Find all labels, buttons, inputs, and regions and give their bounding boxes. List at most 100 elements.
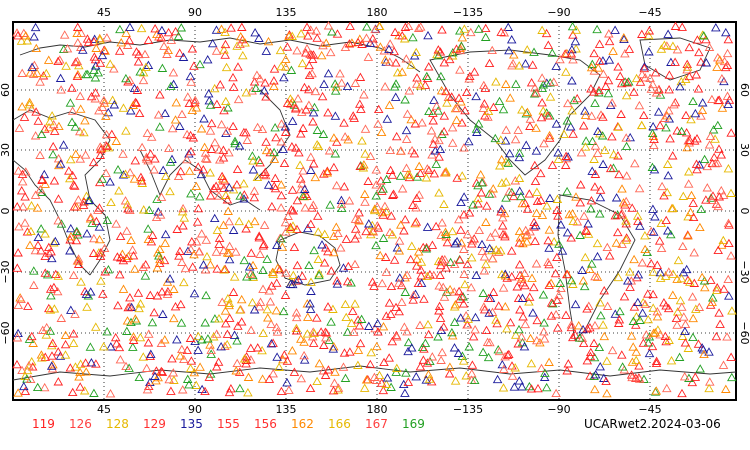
observation-triangle: [292, 195, 303, 205]
observation-triangle: [439, 199, 449, 208]
observation-triangle: [672, 307, 683, 316]
observation-triangle: [262, 304, 273, 314]
observation-triangle: [21, 167, 31, 176]
observation-triangle: [330, 367, 340, 376]
observation-triangle: [613, 122, 624, 131]
observation-triangle: [200, 153, 211, 163]
observation-triangle: [328, 385, 339, 395]
observation-triangle: [14, 123, 25, 132]
observation-triangle: [483, 352, 494, 362]
observation-triangle: [726, 352, 736, 361]
observation-triangle: [498, 283, 509, 292]
observation-triangle: [68, 180, 79, 189]
observation-triangle: [182, 154, 192, 164]
observation-triangle: [266, 338, 277, 348]
observation-triangle: [70, 122, 81, 131]
observation-triangle: [649, 134, 659, 144]
observation-triangle: [229, 272, 240, 281]
observation-triangle: [722, 48, 733, 58]
observation-triangle: [397, 297, 407, 306]
observation-triangle: [241, 224, 251, 233]
observation-triangle: [688, 313, 698, 323]
observation-triangle: [673, 255, 684, 265]
observation-triangle: [517, 105, 527, 114]
observation-triangle: [193, 331, 204, 341]
observation-triangle: [514, 148, 525, 157]
observation-triangle: [584, 264, 595, 274]
observation-triangle: [156, 192, 167, 201]
observation-triangle: [621, 133, 631, 142]
observation-triangle: [373, 223, 384, 232]
observation-triangle: [252, 70, 262, 79]
observation-triangle: [36, 350, 47, 359]
observation-triangle: [183, 246, 193, 255]
observation-triangle: [420, 338, 431, 347]
observation-triangle: [91, 216, 102, 226]
observation-triangle: [152, 194, 162, 203]
observation-triangle: [350, 214, 361, 223]
observation-triangle: [137, 178, 148, 187]
observation-triangle: [241, 87, 252, 97]
observation-triangle: [13, 166, 24, 175]
observation-triangle: [252, 343, 263, 352]
observation-triangle: [479, 266, 490, 275]
observation-triangle: [580, 110, 591, 120]
observation-triangle: [408, 290, 419, 300]
observation-triangle: [699, 349, 709, 359]
observation-triangle: [477, 178, 487, 187]
observation-triangle: [663, 226, 673, 235]
observation-triangle: [132, 85, 143, 94]
observation-triangle: [53, 194, 64, 203]
observation-triangle: [663, 303, 674, 313]
observation-triangle: [59, 30, 70, 39]
right-tick: −60: [738, 321, 750, 344]
observation-triangle: [570, 299, 581, 309]
observation-triangle: [138, 75, 149, 85]
observation-triangle: [574, 333, 585, 342]
observation-triangle: [205, 100, 216, 109]
observation-triangle: [160, 171, 171, 181]
observation-triangle: [201, 235, 212, 244]
observation-triangle: [437, 129, 447, 138]
observation-triangle: [514, 226, 525, 236]
observation-triangle: [592, 148, 603, 157]
observation-triangle: [19, 381, 29, 391]
observation-triangle: [539, 334, 550, 343]
observation-triangle: [386, 309, 396, 318]
observation-triangle: [232, 336, 242, 345]
observation-triangle: [531, 88, 541, 97]
left-tick: −60: [0, 321, 12, 344]
observation-triangle: [595, 192, 606, 202]
observation-triangle: [711, 22, 721, 32]
observation-triangle: [505, 317, 516, 327]
observation-triangle: [338, 362, 349, 371]
observation-triangle: [198, 260, 209, 269]
observation-triangle: [277, 242, 288, 251]
observation-triangle: [661, 122, 671, 132]
observation-triangle: [184, 166, 195, 175]
observation-triangle: [514, 61, 524, 70]
observation-triangle: [571, 25, 582, 34]
observation-triangle: [369, 372, 380, 381]
observation-triangle: [696, 204, 706, 214]
observation-triangle: [454, 214, 464, 224]
observation-triangle: [350, 234, 360, 243]
observation-triangle: [25, 240, 35, 249]
observation-triangle: [176, 318, 187, 327]
observation-triangle: [278, 144, 288, 153]
observation-triangle: [37, 325, 48, 334]
observation-triangle: [192, 217, 203, 226]
observation-triangle: [153, 110, 164, 119]
observation-triangle: [72, 227, 82, 237]
observation-triangle: [174, 48, 185, 57]
observation-triangle: [573, 320, 584, 330]
observation-triangle: [509, 382, 520, 391]
observation-triangle: [291, 312, 302, 322]
observation-triangle: [640, 230, 650, 240]
observation-triangle: [413, 278, 424, 288]
observation-triangle: [40, 124, 50, 133]
observation-triangle: [614, 314, 625, 324]
observation-triangle: [339, 181, 350, 191]
observation-triangle: [187, 105, 198, 115]
observation-triangle: [174, 251, 184, 260]
